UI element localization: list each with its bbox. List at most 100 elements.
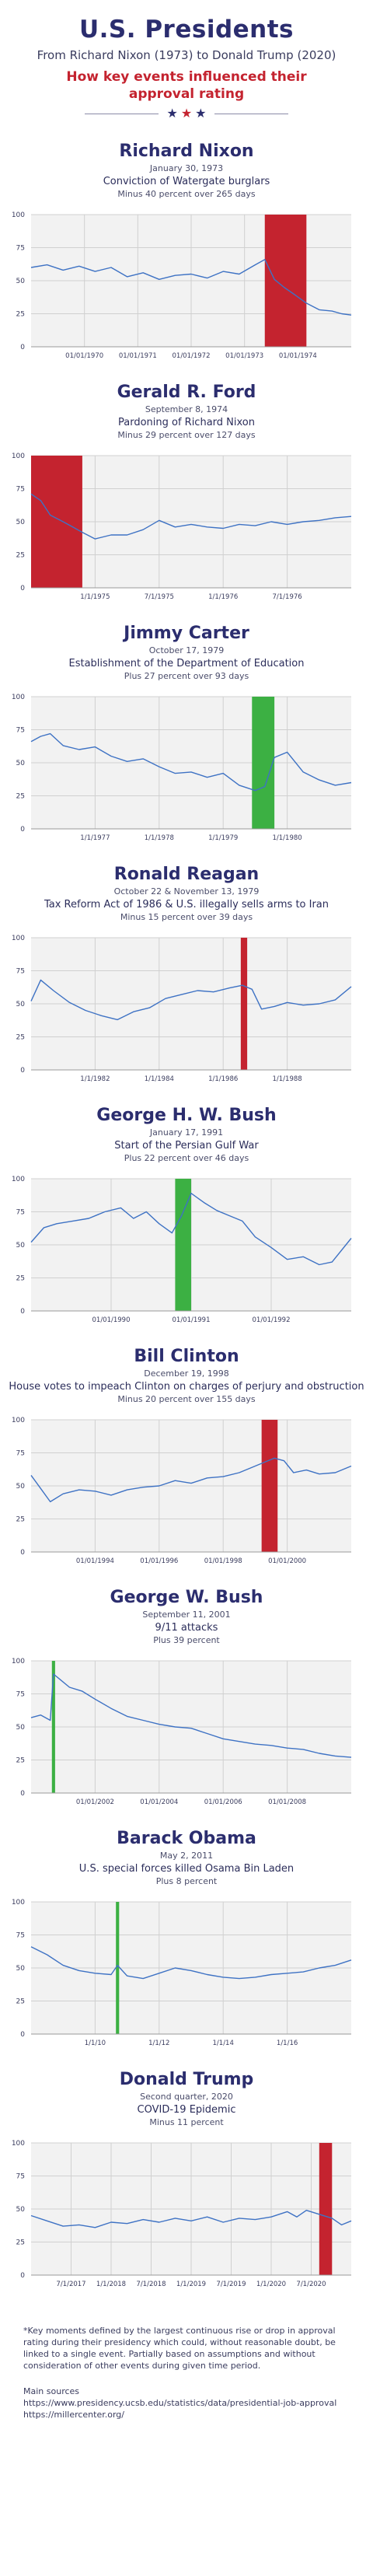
positive-event-highlight — [252, 697, 275, 829]
negative-event-highlight — [319, 2143, 333, 2275]
sources-title: Main sources — [23, 2386, 80, 2396]
approval-change: Minus 29 percent over 127 days — [117, 430, 256, 440]
approval-change: Plus 27 percent over 93 days — [124, 671, 249, 681]
x-tick-label: 01/01/1996 — [140, 1557, 178, 1565]
approval-chart: 0 25 50 75 100 01/01/2002 01/01/2004 01/01/2006… — [12, 1658, 352, 1806]
y-tick-label: 100 — [12, 1176, 25, 1183]
source-link[interactable]: https://www.presidency.ucsb.edu/statisti… — [23, 2398, 337, 2408]
y-tick-label: 25 — [16, 793, 25, 801]
star-icon: ★ — [195, 106, 207, 121]
y-tick-label: 75 — [16, 486, 25, 494]
footnote: *Key moments defined by the largest cont… — [23, 2326, 336, 2371]
x-tick-label: 1/1/1978 — [145, 834, 174, 842]
x-tick-label: 1/1/1982 — [80, 1075, 110, 1083]
source-link[interactable]: https://millercenter.org/ — [23, 2410, 124, 2420]
president-name: George H. W. Bush — [96, 1106, 277, 1125]
x-tick-label: 7/1/2018 — [136, 2281, 166, 2288]
x-tick-label: 7/1/1976 — [273, 593, 302, 601]
x-tick-label: 01/01/1990 — [92, 1316, 131, 1324]
y-tick-label: 25 — [16, 552, 25, 560]
x-tick-label: 1/1/1975 — [80, 593, 110, 601]
y-tick-label: 75 — [16, 245, 25, 253]
approval-chart: 0 25 50 75 100 1/1/1977 1/1/1978 1/1/1979 1/1/19… — [12, 694, 352, 842]
star-divider: ★ ★ ★ — [0, 107, 373, 120]
x-tick-label: 7/1/2017 — [56, 2281, 85, 2288]
negative-event-highlight — [261, 1420, 278, 1552]
event-description: Pardoning of Richard Nixon — [117, 417, 255, 428]
approval-line — [30, 979, 352, 1021]
y-tick-label: 25 — [16, 2239, 25, 2247]
approval-line — [30, 1193, 352, 1266]
y-tick-label: 0 — [20, 344, 25, 351]
y-tick-label: 100 — [12, 453, 25, 460]
infographic: U.S. Presidents From Richard Nixon (1973… — [0, 16, 373, 2420]
president-name: George W. Bush — [110, 1588, 263, 1607]
approval-chart: 0 25 50 75 100 01/01/1970 01/01/1971 01/01/1972… — [12, 211, 352, 360]
y-tick-label: 100 — [12, 1658, 25, 1665]
y-tick-label: 25 — [16, 1998, 25, 2006]
y-tick-label: 50 — [16, 2206, 26, 2214]
approval-line — [30, 259, 352, 316]
event-description: U.S. special forces killed Osama Bin Lad… — [78, 1863, 295, 1875]
x-tick-label: 1/1/2019 — [176, 2281, 206, 2288]
approval-change: Minus 20 percent over 155 days — [117, 1394, 256, 1404]
approval-change: Minus 15 percent over 39 days — [120, 912, 253, 922]
x-tick-label: 1/1/1980 — [273, 834, 302, 842]
president-section: George W. Bush September 11, 2001 9/11 att… — [0, 1578, 373, 1819]
x-tick-label: 01/01/1971 — [119, 352, 157, 360]
x-tick-label: 1/1/16 — [277, 2039, 298, 2047]
x-tick-label: 1/1/2018 — [96, 2281, 126, 2288]
positive-event-highlight — [116, 1902, 120, 2034]
x-tick-label: 01/01/1992 — [253, 1316, 291, 1324]
x-tick-label: 01/01/1974 — [279, 352, 317, 360]
y-tick-label: 0 — [20, 1790, 25, 1798]
event-date: September 8, 1974 — [145, 404, 228, 414]
event-date: January 17, 1991 — [149, 1127, 224, 1138]
y-tick-label: 50 — [16, 1242, 26, 1250]
negative-event-highlight — [31, 456, 82, 588]
approval-line — [30, 1457, 352, 1503]
x-tick-label: 1/1/1976 — [208, 593, 238, 601]
x-tick-label: 01/01/1973 — [225, 352, 263, 360]
y-tick-label: 25 — [16, 1275, 25, 1283]
event-description: COVID-19 Epidemic — [137, 2104, 236, 2116]
president-name: Richard Nixon — [119, 142, 254, 161]
y-tick-label: 50 — [16, 1001, 26, 1008]
x-tick-label: 1/1/1979 — [208, 834, 238, 842]
negative-event-highlight — [264, 215, 307, 347]
president-section: Bill Clinton December 19, 1998 House votes… — [0, 1337, 373, 1578]
president-section: Richard Nixon January 30, 1973 Conviction … — [0, 132, 373, 373]
president-section: George H. W. Bush January 17, 1991 Start o… — [0, 1096, 373, 1337]
president-section: Barack Obama May 2, 2011 U.S. special forc… — [0, 1819, 373, 2060]
y-tick-label: 50 — [16, 519, 26, 526]
x-tick-label: 01/01/2006 — [204, 1798, 242, 1806]
approval-chart: 0 25 50 75 100 01/01/1994 01/01/1996 01/01/1998… — [12, 1417, 352, 1565]
y-tick-label: 0 — [20, 1067, 25, 1075]
approval-chart: 0 25 50 75 100 01/01/1990 01/01/1991 01/01/1992 — [12, 1176, 352, 1324]
y-tick-label: 25 — [16, 311, 25, 319]
president-section: Ronald Reagan October 22 & November 13, 1… — [0, 855, 373, 1096]
star-icon: ★ — [166, 106, 178, 121]
event-description: Conviction of Watergate burglars — [103, 176, 270, 187]
y-tick-label: 100 — [12, 935, 25, 942]
y-tick-label: 100 — [12, 2140, 25, 2148]
y-tick-label: 50 — [16, 1965, 26, 1973]
y-tick-label: 25 — [16, 1034, 25, 1042]
x-tick-label: 01/01/2002 — [76, 1798, 114, 1806]
y-tick-label: 0 — [20, 1308, 25, 1316]
y-tick-label: 50 — [16, 760, 26, 767]
y-tick-label: 75 — [16, 1209, 25, 1217]
negative-event-highlight — [240, 938, 248, 1070]
positive-event-highlight — [175, 1179, 191, 1311]
y-tick-label: 0 — [20, 1549, 25, 1557]
page-tagline: How key events influenced their approval… — [66, 69, 307, 102]
president-sections: Richard Nixon January 30, 1973 Conviction … — [0, 132, 373, 2302]
x-tick-label: 1/1/2020 — [256, 2281, 286, 2288]
x-tick-label: 1/1/14 — [213, 2039, 234, 2047]
president-name: Ronald Reagan — [113, 865, 260, 884]
president-name: Gerald R. Ford — [117, 383, 256, 402]
y-tick-label: 75 — [16, 1450, 25, 1458]
y-tick-label: 75 — [16, 1932, 25, 1940]
approval-change: Plus 39 percent — [153, 1635, 220, 1645]
y-tick-label: 50 — [16, 1724, 26, 1732]
